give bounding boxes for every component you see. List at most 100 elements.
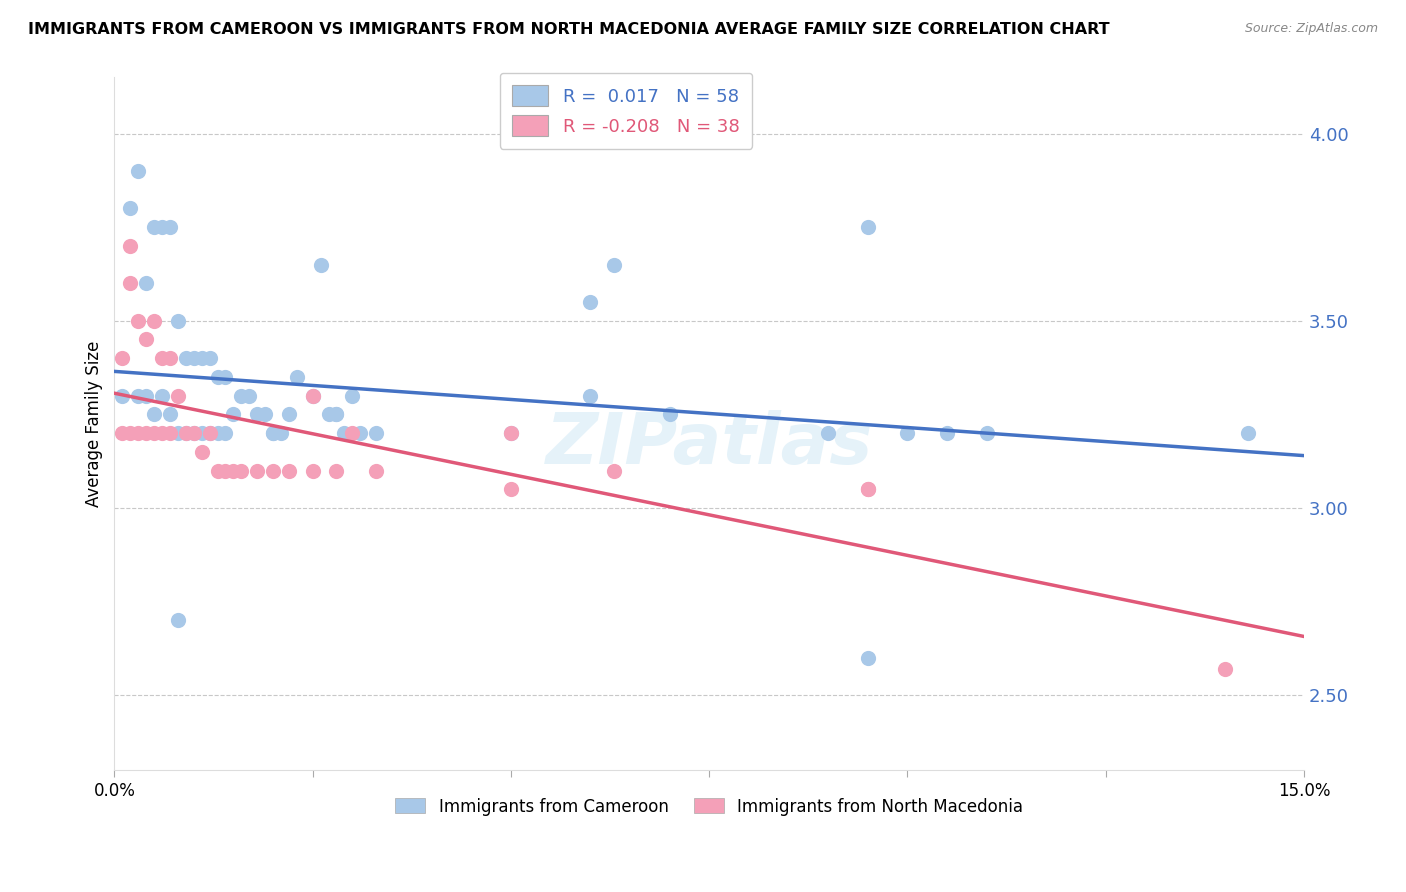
Point — [150, 220, 173, 235]
Point — [301, 389, 323, 403]
Point — [111, 426, 134, 441]
Point — [222, 463, 245, 477]
Point — [349, 426, 371, 441]
Point — [190, 426, 212, 441]
Point — [318, 408, 340, 422]
Point — [190, 444, 212, 458]
Text: ZIPatlas: ZIPatlas — [546, 410, 873, 479]
Point — [342, 389, 364, 403]
Point — [111, 389, 134, 403]
Point — [499, 482, 522, 496]
Point — [254, 408, 277, 422]
Point — [207, 426, 229, 441]
Point — [159, 351, 181, 366]
Point — [174, 426, 197, 441]
Point — [127, 164, 149, 178]
Point — [896, 426, 918, 441]
Point — [579, 389, 602, 403]
Point — [817, 426, 839, 441]
Point — [231, 389, 253, 403]
Point — [277, 463, 299, 477]
Point — [262, 426, 284, 441]
Point — [342, 426, 364, 441]
Point — [936, 426, 959, 441]
Point — [127, 426, 149, 441]
Point — [120, 239, 142, 253]
Point — [135, 333, 157, 347]
Point — [135, 389, 157, 403]
Point — [166, 389, 188, 403]
Point — [207, 370, 229, 384]
Point — [127, 314, 149, 328]
Point — [1237, 426, 1260, 441]
Point — [143, 314, 166, 328]
Point — [366, 426, 388, 441]
Point — [111, 351, 134, 366]
Point — [658, 408, 681, 422]
Point — [150, 351, 173, 366]
Point — [856, 650, 879, 665]
Point — [309, 258, 332, 272]
Point — [976, 426, 998, 441]
Point — [214, 463, 236, 477]
Point — [214, 370, 236, 384]
Point — [143, 408, 166, 422]
Point — [190, 351, 212, 366]
Point — [198, 426, 221, 441]
Point — [150, 389, 173, 403]
Point — [183, 426, 205, 441]
Point — [159, 220, 181, 235]
Point — [166, 613, 188, 627]
Point — [222, 408, 245, 422]
Text: Source: ZipAtlas.com: Source: ZipAtlas.com — [1244, 22, 1378, 36]
Point — [159, 408, 181, 422]
Point — [127, 389, 149, 403]
Point — [301, 463, 323, 477]
Point — [120, 426, 142, 441]
Point — [231, 463, 253, 477]
Text: IMMIGRANTS FROM CAMEROON VS IMMIGRANTS FROM NORTH MACEDONIA AVERAGE FAMILY SIZE : IMMIGRANTS FROM CAMEROON VS IMMIGRANTS F… — [28, 22, 1109, 37]
Point — [325, 408, 347, 422]
Point — [603, 463, 626, 477]
Point — [301, 389, 323, 403]
Point — [246, 463, 269, 477]
Point — [285, 370, 308, 384]
Point — [325, 463, 347, 477]
Point — [120, 277, 142, 291]
Point — [856, 220, 879, 235]
Point — [238, 389, 260, 403]
Point — [499, 426, 522, 441]
Point — [159, 426, 181, 441]
Y-axis label: Average Family Size: Average Family Size — [86, 341, 103, 507]
Point — [207, 463, 229, 477]
Point — [1213, 662, 1236, 676]
Point — [174, 426, 197, 441]
Point — [856, 482, 879, 496]
Point — [603, 258, 626, 272]
Point — [333, 426, 356, 441]
Point — [579, 295, 602, 310]
Legend: Immigrants from Cameroon, Immigrants from North Macedonia: Immigrants from Cameroon, Immigrants fro… — [387, 789, 1031, 824]
Point — [143, 220, 166, 235]
Point — [183, 351, 205, 366]
Point — [262, 426, 284, 441]
Point — [270, 426, 292, 441]
Point — [856, 482, 879, 496]
Point — [277, 408, 299, 422]
Point — [143, 426, 166, 441]
Point — [174, 351, 197, 366]
Point — [366, 463, 388, 477]
Point — [135, 277, 157, 291]
Point — [166, 314, 188, 328]
Point — [135, 426, 157, 441]
Point — [120, 202, 142, 216]
Point — [325, 408, 347, 422]
Point — [150, 426, 173, 441]
Point — [166, 426, 188, 441]
Point — [183, 426, 205, 441]
Point — [198, 426, 221, 441]
Point — [214, 426, 236, 441]
Point — [246, 408, 269, 422]
Point — [262, 463, 284, 477]
Point — [198, 351, 221, 366]
